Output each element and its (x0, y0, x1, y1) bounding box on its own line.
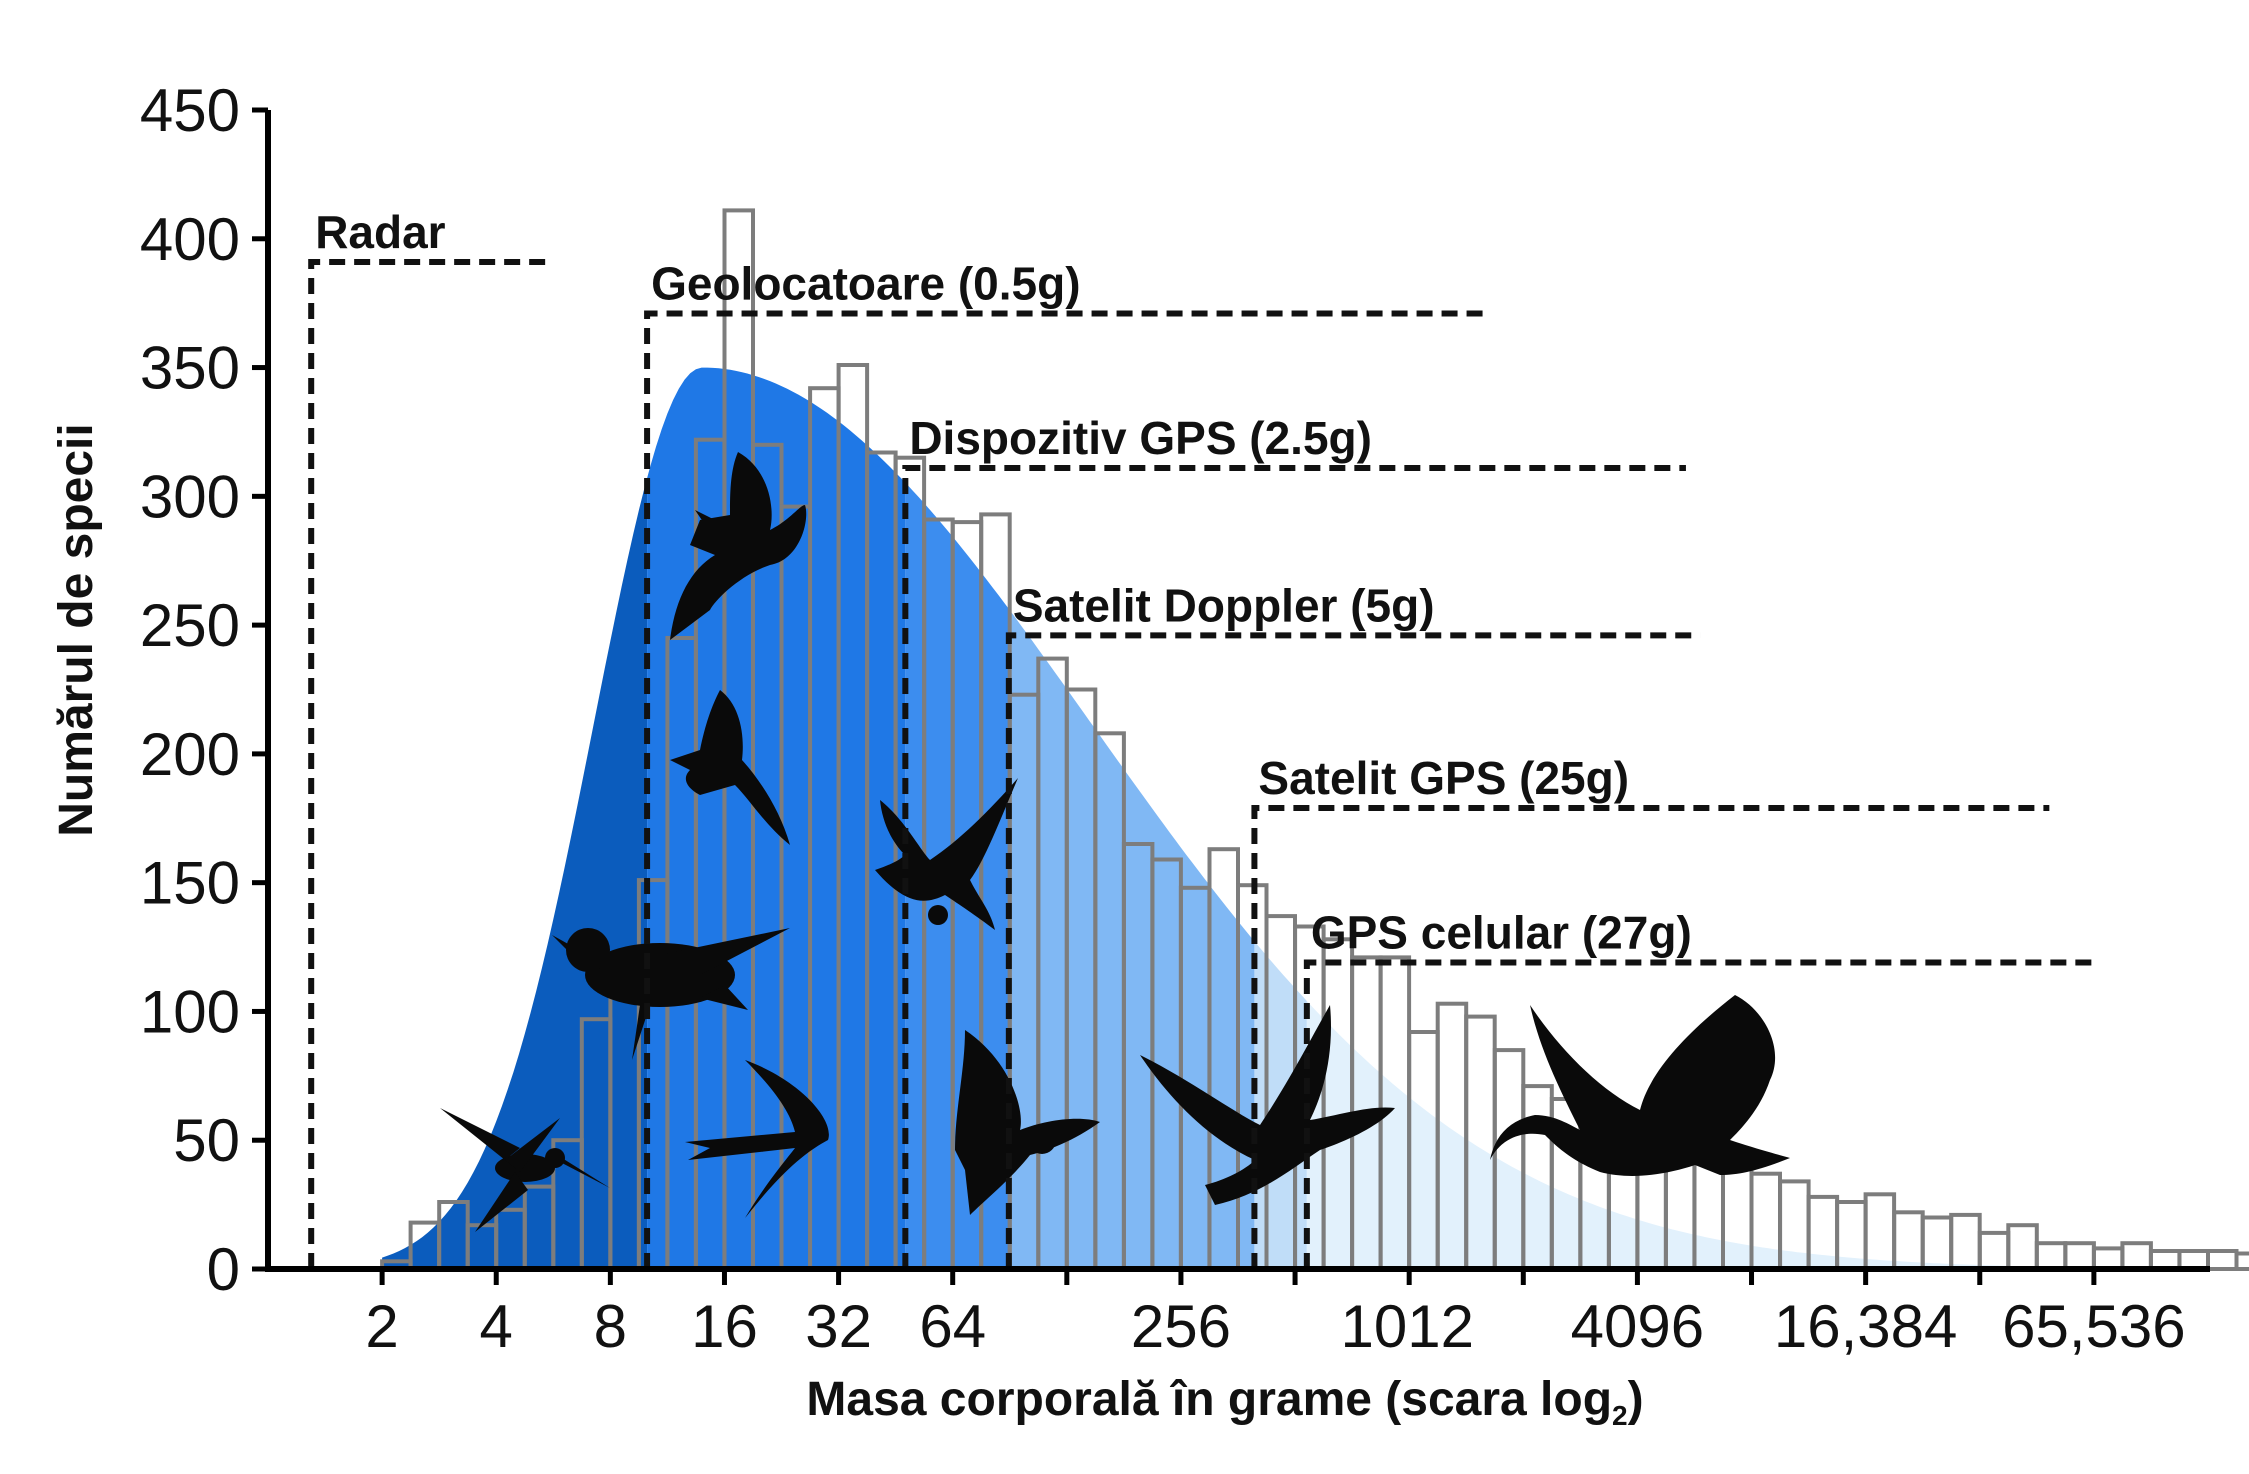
y-tick-label: 350 (140, 335, 240, 402)
x-tick-label: 65,536 (2002, 1293, 2186, 1360)
method-label: Radar (315, 206, 445, 258)
warbler-icon (552, 928, 790, 1060)
histogram-bar (2091, 1246, 2125, 1272)
method-label: Satelit Doppler (5g) (1013, 579, 1435, 631)
y-tick-label: 0 (207, 1236, 240, 1303)
histogram-bar (2234, 1251, 2249, 1271)
x-tick-label: 4 (480, 1293, 513, 1360)
histogram-bar (2206, 1249, 2239, 1271)
gull-icon (1140, 1005, 1395, 1205)
method-threshold-line (308, 258, 549, 1269)
x-tick-label: 4096 (1571, 1293, 1704, 1360)
hummingbird-icon (440, 1108, 610, 1232)
method-threshold-line (1303, 959, 2093, 1269)
histogram-bar (1977, 1230, 2011, 1272)
y-axis-title: Numărul de specii (50, 423, 103, 836)
method-threshold-line (1251, 804, 2050, 1269)
x-tick-label: 2 (365, 1293, 398, 1360)
x-tick-label: 16 (691, 1293, 758, 1360)
method-label: Dispozitiv GPS (2.5g) (909, 412, 1372, 464)
x-axis-title-close: ) (1628, 1373, 1644, 1426)
histogram-bar (2120, 1241, 2153, 1271)
method-labels: Radar Geolocatoare (0.5g) Dispozitiv GPS (… (315, 206, 1692, 959)
pigeon-icon (670, 452, 807, 640)
y-tick-label: 150 (140, 850, 240, 917)
method-label: Satelit GPS (25g) (1258, 752, 1629, 804)
method-threshold-line (644, 310, 1483, 1269)
x-axis-title: Masa corporală în grame (scara log2) (806, 1373, 1643, 1431)
method-label: Geolocatoare (0.5g) (651, 257, 1080, 309)
x-tick-label: 32 (805, 1293, 872, 1360)
y-tick-label: 200 (140, 721, 240, 788)
density-band (1306, 1000, 2134, 1268)
swift-icon (685, 1060, 829, 1218)
bird-silhouettes (440, 452, 1790, 1232)
x-axis-title-subscript: 2 (1612, 1400, 1628, 1431)
method-threshold-line (1005, 632, 1701, 1269)
dove-icon (955, 1030, 1100, 1215)
x-axis-ticks: 2 4 8 16 32 64 256 1012 4096 16,384 65,536 (365, 1269, 2186, 1360)
histogram-bar (1949, 1212, 1982, 1272)
y-tick-label: 100 (140, 978, 240, 1045)
y-tick-label: 450 (140, 77, 240, 144)
histogram-bar (2034, 1241, 2068, 1271)
histogram-bar (2006, 1223, 2039, 1271)
method-label: GPS celular (27g) (1311, 907, 1692, 959)
x-tick-label: 256 (1131, 1293, 1231, 1360)
x-tick-label: 8 (594, 1293, 627, 1360)
histogram-bar (1863, 1192, 1897, 1272)
x-tick-label: 16,384 (1774, 1293, 1958, 1360)
method-threshold-lines (308, 258, 2093, 1269)
axes: 0 50 100 150 200 250 300 350 400 450 2 4 8 16 32 64 256… (140, 77, 2210, 1360)
histogram-bar (2063, 1241, 2096, 1271)
tern-icon (670, 690, 790, 845)
raptor-icon (875, 778, 1018, 930)
histogram-bar (1920, 1215, 1954, 1271)
x-tick-label: 1012 (1340, 1293, 1473, 1360)
histogram-bar (1892, 1210, 1925, 1272)
y-tick-label: 400 (140, 206, 240, 273)
method-threshold-line (902, 465, 1686, 1269)
y-tick-label: 300 (140, 463, 240, 530)
x-tick-label: 64 (919, 1293, 986, 1360)
y-tick-label: 50 (173, 1107, 240, 1174)
y-axis-ticks: 0 50 100 150 200 250 300 350 400 450 (140, 77, 268, 1303)
y-tick-label: 250 (140, 592, 240, 659)
swan-icon (1490, 995, 1790, 1176)
